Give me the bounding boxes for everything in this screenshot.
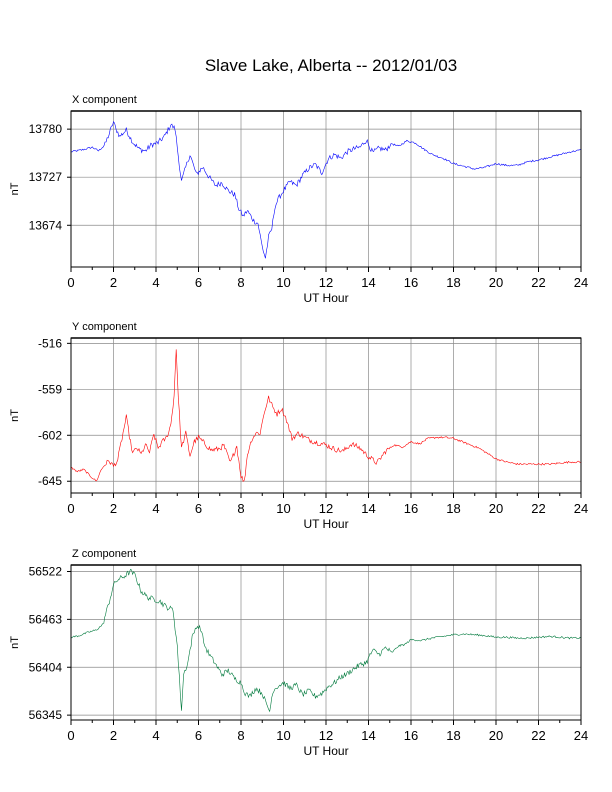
x-tick-label: 8 <box>237 501 244 516</box>
x-tick-label: 2 <box>110 275 117 290</box>
y-axis-label: nT <box>9 182 21 195</box>
x-tick-label: 10 <box>276 501 290 516</box>
y-tick-label: 13727 <box>29 170 63 184</box>
x-axis-label: UT Hour <box>303 517 348 531</box>
x-axis-label: UT Hour <box>303 291 348 305</box>
x-tick-label: 18 <box>446 275 460 290</box>
x-tick-label: 10 <box>276 275 290 290</box>
y-tick-label: 13780 <box>29 122 63 136</box>
panel-label: X component <box>72 94 137 106</box>
x-tick-label: 16 <box>404 275 418 290</box>
x-tick-label: 14 <box>361 275 375 290</box>
x-tick-label: 12 <box>319 501 333 516</box>
x-tick-label: 2 <box>110 501 117 516</box>
panel-label: Z component <box>72 548 136 560</box>
data-series-line <box>70 121 582 259</box>
y-tick-label: -602 <box>38 428 62 442</box>
y-tick-label: 56463 <box>29 612 63 626</box>
x-tick-label: 16 <box>404 728 418 743</box>
x-tick-label: 6 <box>195 501 202 516</box>
x-tick-label: 4 <box>152 501 159 516</box>
x-tick-label: 4 <box>152 275 159 290</box>
y-tick-label: 56345 <box>29 708 63 722</box>
chart-title: Slave Lake, Alberta -- 2012/01/03 <box>204 56 458 75</box>
y-axis-label: nT <box>9 636 21 649</box>
x-tick-label: 20 <box>489 275 503 290</box>
y-tick-label: -516 <box>38 336 62 350</box>
y-tick-label: -559 <box>38 382 62 396</box>
x-tick-label: 8 <box>237 728 244 743</box>
x-tick-label: 12 <box>319 275 333 290</box>
x-tick-label: 14 <box>361 728 375 743</box>
x-tick-label: 6 <box>195 728 202 743</box>
panel-label: Y component <box>72 321 137 333</box>
x-tick-label: 24 <box>574 275 588 290</box>
y-tick-label: 56522 <box>29 564 63 578</box>
x-tick-label: 20 <box>489 501 503 516</box>
data-series-line <box>70 568 582 713</box>
x-tick-label: 4 <box>152 728 159 743</box>
x-tick-label: 16 <box>404 501 418 516</box>
x-tick-label: 18 <box>446 728 460 743</box>
y-tick-label: -645 <box>38 474 62 488</box>
x-tick-label: 22 <box>531 275 545 290</box>
x-tick-label: 2 <box>110 728 117 743</box>
x-tick-label: 0 <box>67 501 74 516</box>
x-tick-label: 10 <box>276 728 290 743</box>
x-tick-label: 18 <box>446 501 460 516</box>
data-series-line <box>70 349 582 482</box>
y-tick-label: 13674 <box>29 218 63 232</box>
x-tick-label: 14 <box>361 501 375 516</box>
y-axis-label: nT <box>9 409 21 422</box>
x-tick-label: 22 <box>531 501 545 516</box>
x-tick-label: 24 <box>574 501 588 516</box>
x-tick-label: 24 <box>574 728 588 743</box>
chart-panel-3: 0 2 4 6 8 10 12 14 16 18 20 22 245634556404564635652… <box>9 548 588 758</box>
x-axis-label: UT Hour <box>303 744 348 758</box>
y-tick-label: 56404 <box>29 660 63 674</box>
x-tick-label: 8 <box>237 275 244 290</box>
x-tick-label: 0 <box>67 728 74 743</box>
x-tick-label: 20 <box>489 728 503 743</box>
x-tick-label: 6 <box>195 275 202 290</box>
x-tick-label: 0 <box>67 275 74 290</box>
x-tick-label: 22 <box>531 728 545 743</box>
x-tick-label: 12 <box>319 728 333 743</box>
